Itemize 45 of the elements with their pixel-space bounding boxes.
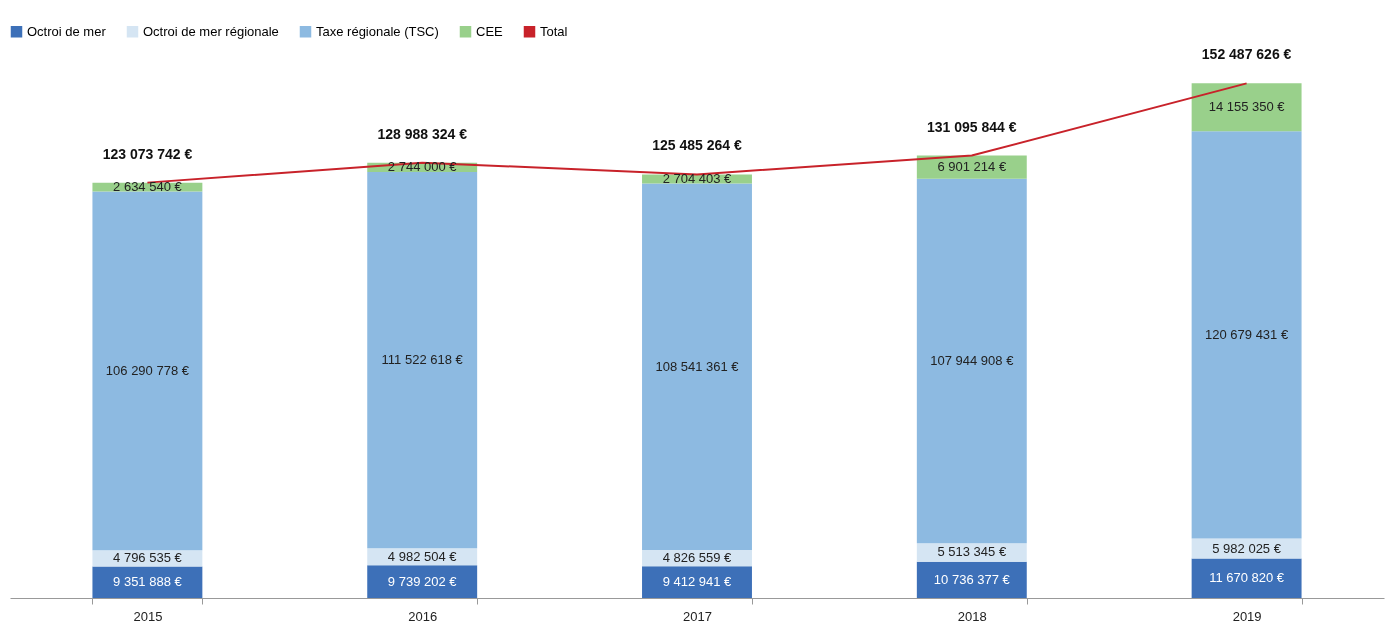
x-tick-label: 2019 bbox=[1232, 608, 1262, 624]
data-label: 106 290 778 € bbox=[105, 362, 190, 378]
legend-label: Taxe régionale (TSC) bbox=[316, 23, 439, 39]
bar bbox=[1191, 558, 1302, 598]
data-label: 10 736 377 € bbox=[933, 571, 1011, 587]
data-label: 107 944 908 € bbox=[930, 353, 1015, 368]
x-tick-label: 2016 bbox=[408, 608, 438, 624]
legend-label: Octroi de mer bbox=[27, 23, 107, 39]
total-label: 131 095 844 € bbox=[927, 118, 1017, 135]
bar bbox=[92, 191, 203, 551]
data-label: 111 522 618 € bbox=[381, 352, 464, 368]
bar bbox=[367, 565, 478, 598]
bar bbox=[916, 561, 1027, 598]
legend-label: CEE bbox=[476, 23, 504, 39]
data-label: 5 513 345 € bbox=[937, 544, 1007, 560]
data-label: 2 634 540 € bbox=[113, 179, 183, 195]
data-label: 108 541 361 € bbox=[655, 358, 740, 374]
bar bbox=[642, 566, 752, 598]
x-tick-label: 2018 bbox=[957, 608, 987, 624]
data-label: 2 704 403 € bbox=[662, 171, 733, 187]
bar bbox=[1191, 131, 1302, 539]
data-label: 9 739 202 € bbox=[387, 573, 458, 589]
bar bbox=[367, 171, 478, 549]
data-label: 120 679 431 € bbox=[1205, 326, 1289, 342]
legend-label: Octroi de mer régionale bbox=[143, 23, 279, 39]
data-label: 4 982 504 € bbox=[387, 548, 458, 564]
data-label: 6 901 214 € bbox=[937, 159, 1007, 175]
data-label: 4 796 535 € bbox=[113, 550, 183, 566]
data-label: 5 982 025 € bbox=[1212, 540, 1282, 556]
bar bbox=[1191, 83, 1302, 132]
total-label: 152 487 626 € bbox=[1201, 46, 1292, 63]
bar bbox=[642, 183, 752, 550]
data-label: 11 670 820 € bbox=[1209, 570, 1285, 586]
x-tick-label: 2017 bbox=[683, 608, 712, 624]
legend-label: Total bbox=[540, 23, 568, 39]
total-label: 123 073 742 € bbox=[102, 145, 193, 162]
bar bbox=[92, 566, 203, 598]
data-label: 14 155 350 € bbox=[1208, 99, 1286, 115]
bar bbox=[916, 178, 1027, 544]
data-label: 4 826 559 € bbox=[662, 550, 733, 566]
data-label: 9 351 888 € bbox=[113, 574, 183, 590]
x-tick-label: 2015 bbox=[133, 608, 163, 624]
total-label: 125 485 264 € bbox=[652, 137, 742, 154]
data-label: 9 412 941 € bbox=[662, 574, 733, 590]
total-label: 128 988 324 € bbox=[377, 125, 468, 142]
